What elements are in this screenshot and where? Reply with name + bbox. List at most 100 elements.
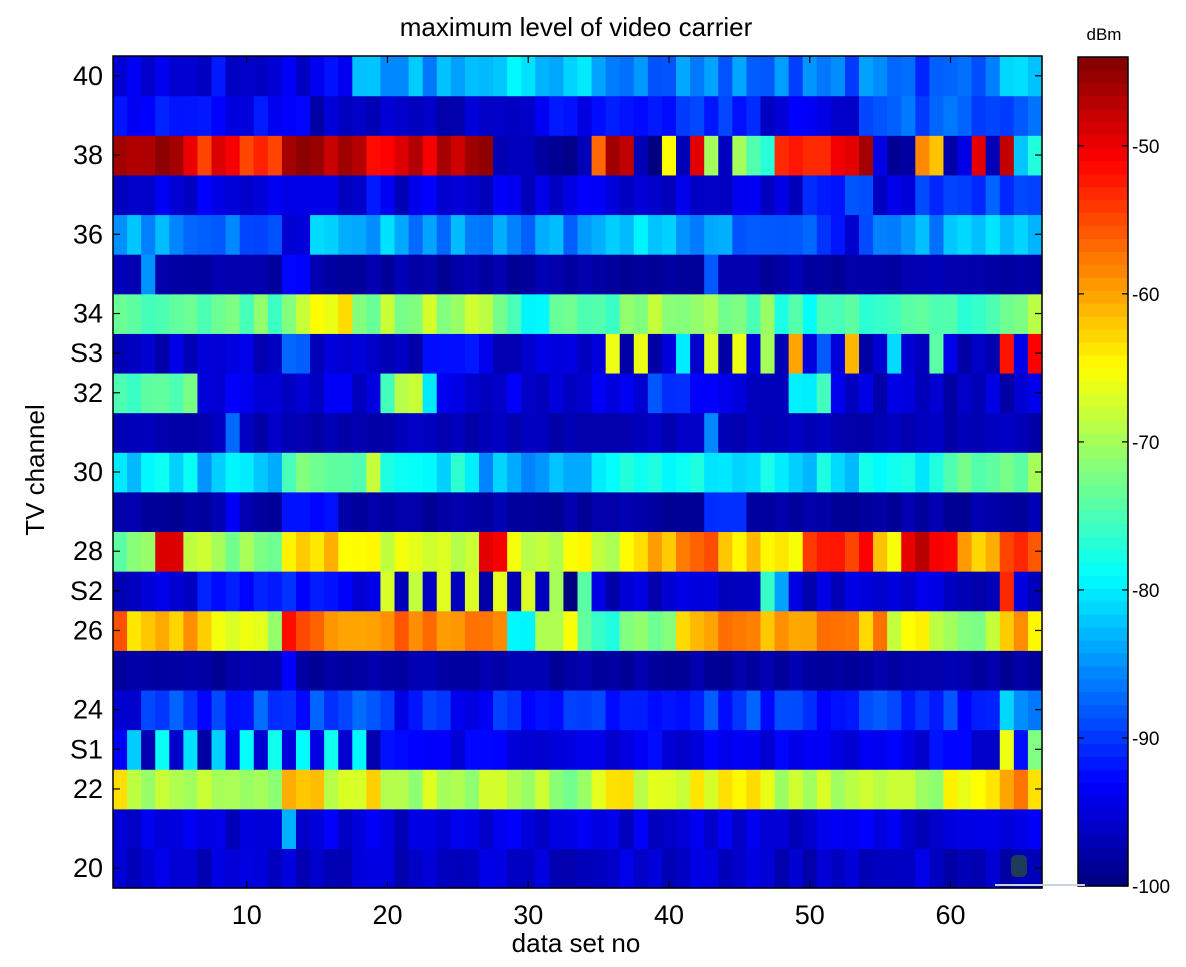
heatmap-cell (281, 729, 297, 770)
colorbar-unit-label: dBm (1087, 25, 1122, 44)
heatmap-cell (366, 808, 382, 849)
colorbar-swatch (1078, 756, 1128, 771)
heatmap-cell (169, 333, 184, 374)
heatmap-cell (366, 729, 382, 770)
heatmap-cell (859, 214, 874, 255)
heatmap-cell (197, 372, 213, 414)
heatmap-cell (535, 610, 550, 651)
heatmap-cell (267, 214, 283, 255)
heatmap-cell (535, 56, 550, 97)
colorbar: -50 -60 -70 -80 -90 -100 (1077, 56, 1170, 898)
colorbar-swatch (1078, 69, 1128, 84)
heatmap-cell (155, 95, 170, 136)
heatmap-cell (225, 531, 241, 572)
heatmap-cell (366, 372, 382, 414)
heatmap-cell (690, 254, 705, 295)
heatmap-cell (267, 95, 283, 136)
heatmap-cell (464, 571, 480, 612)
heatmap-cell (844, 610, 860, 651)
heatmap-cell (943, 452, 959, 493)
heatmap-cell (338, 56, 353, 97)
heatmap-cell (127, 412, 142, 453)
heatmap-cell (971, 452, 987, 493)
heatmap-cell (788, 848, 804, 889)
heatmap-cell (366, 452, 382, 493)
heatmap-cell (901, 214, 916, 255)
heatmap-cell (535, 214, 550, 255)
heatmap-cell (408, 412, 424, 453)
heatmap-cell (971, 95, 987, 136)
heatmap-cell (352, 848, 367, 889)
heatmap-cell (225, 650, 241, 691)
heatmap-cell (295, 531, 311, 572)
heatmap-cell (732, 254, 748, 295)
heatmap-cell (380, 531, 396, 572)
heatmap-cell (211, 610, 227, 651)
heatmap-cell (464, 848, 480, 889)
heatmap-cell (929, 135, 945, 176)
heatmap-cell (380, 95, 396, 136)
colorbar-swatch (1078, 471, 1128, 486)
heatmap-cell (830, 491, 846, 533)
heatmap-cell (408, 293, 424, 334)
heatmap-cell (732, 769, 748, 810)
heatmap-cell (774, 808, 790, 849)
heatmap-cell (408, 729, 424, 770)
heatmap-cell (816, 689, 832, 731)
heatmap-cell (141, 650, 156, 691)
heatmap-cell (718, 174, 733, 216)
heatmap-cell (338, 214, 353, 255)
heatmap-cell (676, 333, 691, 374)
heatmap-cell (408, 174, 424, 216)
heatmap-cell (563, 293, 579, 334)
heatmap-cell (507, 412, 522, 453)
heatmap-cell (450, 293, 466, 334)
heatmap-cell (605, 769, 621, 810)
colorbar-tick-label: -50 (1132, 137, 1159, 158)
heatmap-cell (197, 571, 213, 612)
heatmap-cell (380, 452, 396, 493)
heatmap-cell (746, 769, 762, 810)
colorbar-swatch (1078, 588, 1128, 602)
heatmap-cell (873, 135, 888, 176)
colorbar-swatch (1078, 82, 1128, 97)
heatmap-cell (661, 452, 677, 493)
heatmap-cell (957, 848, 973, 889)
heatmap-cell (324, 491, 339, 533)
heatmap-cell (155, 254, 170, 295)
heatmap-cell (605, 293, 621, 334)
heatmap-cell (295, 808, 311, 849)
heatmap-cell (183, 689, 199, 731)
heatmap-cell (338, 531, 353, 572)
heatmap-cell (352, 135, 367, 176)
heatmap-cell (985, 491, 1001, 533)
heatmap-cell (338, 333, 353, 374)
heatmap-cell (746, 56, 762, 97)
heatmap-cell (394, 95, 410, 136)
heatmap-cell (478, 808, 494, 849)
heatmap-cell (211, 452, 227, 493)
heatmap-cell (267, 531, 283, 572)
heatmap-cell (999, 372, 1015, 414)
heatmap-cell (844, 56, 860, 97)
heatmap-cell (338, 848, 353, 889)
heatmap-cell (605, 95, 621, 136)
heatmap-cell (535, 174, 550, 216)
heatmap-cell (422, 689, 438, 731)
colorbar-swatch (1078, 406, 1128, 421)
heatmap-cell (619, 56, 635, 97)
heatmap-cell (971, 372, 987, 414)
heatmap-cell (324, 372, 339, 414)
heatmap-cell (633, 95, 649, 136)
heatmap-cell (802, 254, 818, 295)
heatmap-cell (929, 571, 945, 612)
heatmap-cell (113, 610, 128, 651)
heatmap-cell (436, 372, 452, 414)
heatmap-cell (478, 769, 494, 810)
heatmap-cell (802, 412, 818, 453)
heatmap-cell (127, 808, 142, 849)
heatmap-cell (591, 56, 607, 97)
heatmap-cell (394, 808, 410, 849)
heatmap-cell (436, 174, 452, 216)
heatmap-cell (310, 808, 325, 849)
